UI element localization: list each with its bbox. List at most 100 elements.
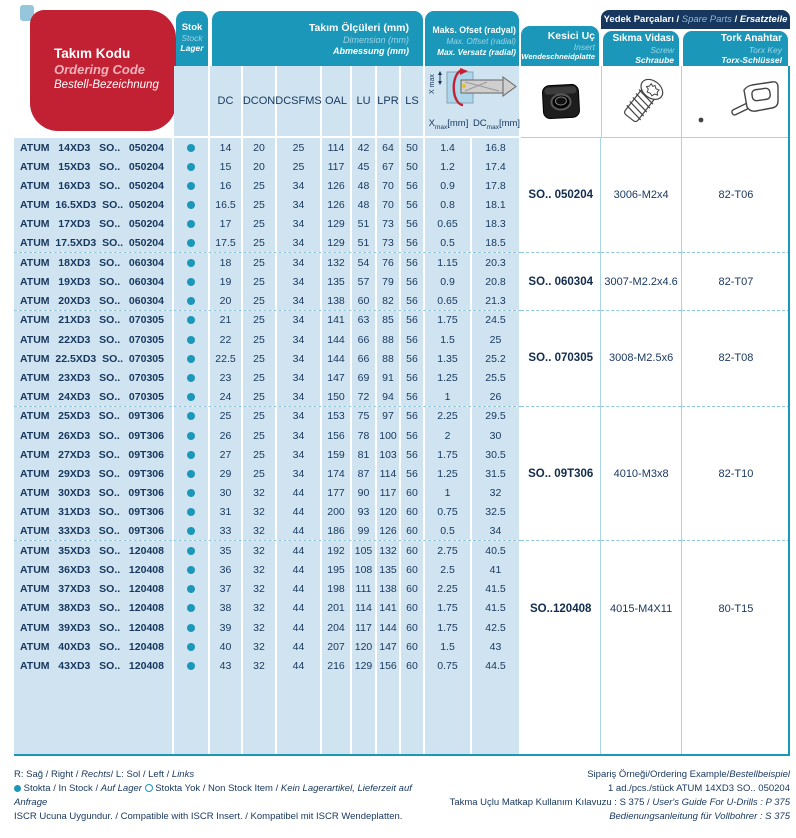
footer-left: R: Sağ / Right / Rechts/ L: Sol / Left /… xyxy=(14,768,444,824)
oal-cell: 192 xyxy=(322,541,352,561)
table-row: ATUM 22XD3 SO.. 070305 22 25 34 144 66 88 56 1.5 25 xyxy=(14,330,521,350)
ordering-code-title-en: Ordering Code xyxy=(54,62,146,77)
lpr-cell: 73 xyxy=(377,234,401,253)
dcsfms-cell: 44 xyxy=(277,483,322,503)
insert-icon-cell xyxy=(521,66,601,138)
tool-code-cell: ATUM 23XD3 SO.. 070305 xyxy=(14,368,174,388)
stock-dot-icon xyxy=(187,662,195,671)
stock-dot-icon xyxy=(187,566,195,575)
empty-cell xyxy=(377,675,401,754)
users-guide-de: Bedienungsanleitung für Vollbohrer : S 3… xyxy=(609,811,790,822)
table-row: ATUM 20XD3 SO.. 060304 20 25 34 138 60 82 56 0.65 21… xyxy=(14,291,521,311)
xmax-cell: 1.75 xyxy=(425,618,472,638)
dcsfms-cell: 34 xyxy=(277,387,322,406)
ordering-code-header: Takım Kodu Ordering Code Bestell-Bezeich… xyxy=(30,10,176,131)
oal-cell: 126 xyxy=(322,176,352,196)
oal-cell: 153 xyxy=(322,406,352,427)
torx-key-icon xyxy=(698,80,779,122)
lpr-cell: 73 xyxy=(377,214,401,235)
oal-cell: 150 xyxy=(322,387,352,406)
lu-cell: 117 xyxy=(352,618,377,638)
tool-code-cell: ATUM 22.5XD3 SO.. 070305 xyxy=(14,349,174,369)
insert-icon xyxy=(541,83,580,119)
dcmax-cell: 43 xyxy=(472,637,521,657)
dcmax-cell: 26 xyxy=(472,387,521,406)
stock-cell xyxy=(174,330,210,350)
dcsfms-cell: 34 xyxy=(277,272,322,292)
users-guide: Takma Uçlu Matkap Kullanım Kılavuzu : S … xyxy=(449,797,790,808)
tool-code-cell: ATUM 22XD3 SO.. 070305 xyxy=(14,330,174,350)
table-row: ATUM 14XD3 SO.. 050204 14 20 25 114 42 64 50 1.4 16.… xyxy=(14,138,521,158)
ordering-code-title-de: Bestell-Bezeichnung xyxy=(54,79,159,91)
tool-code-cell: ATUM 19XD3 SO.. 060304 xyxy=(14,272,174,292)
insert-group-cell: SO.. 09T306 xyxy=(521,407,601,542)
dc-cell: 19 xyxy=(210,272,243,292)
dcsfms-cell: 34 xyxy=(277,464,322,484)
table-row: ATUM 37XD3 SO.. 120408 37 32 44 198 111 138 60 2.25… xyxy=(14,579,521,599)
stock-dot-icon xyxy=(187,182,195,190)
insert-header: Kesici Uç Insert Wendeschneidplatte xyxy=(521,26,599,66)
oal-cell: 117 xyxy=(322,157,352,177)
rows-column: ATUM 14XD3 SO.. 050204 14 20 25 114 42 64 50 1.4 16.… xyxy=(14,138,521,754)
stock-cell xyxy=(174,598,210,619)
insert-group-column: SO.. 050204 SO.. 060304 SO.. 070305 SO.. 09… xyxy=(521,138,601,754)
dcsfms-cell: 44 xyxy=(277,598,322,619)
lu-cell: 63 xyxy=(352,310,377,331)
dcsfms-cell: 44 xyxy=(277,560,322,580)
dcsfms-cell: 34 xyxy=(277,176,322,196)
dcon-cell: 25 xyxy=(243,291,277,310)
dimensions-label-en: Dimension (mm) xyxy=(342,35,409,45)
dc-cell: 39 xyxy=(210,618,243,638)
dcsfms-cell: 44 xyxy=(277,522,322,541)
stock-cell xyxy=(174,157,210,177)
dimensions-header: Takım Ölçüleri (mm) Dimension (mm) Abmes… xyxy=(212,11,423,66)
stock-dot-icon xyxy=(187,527,195,536)
dc-cell: 22 xyxy=(210,330,243,350)
dc-cell: 17.5 xyxy=(210,234,243,253)
screw-icon-cell xyxy=(601,66,681,138)
dcmax-cell: 32 xyxy=(472,483,521,503)
dcmax-cell: 24.5 xyxy=(472,310,521,331)
dcmax-cell: 25 xyxy=(472,330,521,350)
xmax-cell: 0.5 xyxy=(425,234,472,253)
lpr-cell: 141 xyxy=(377,598,401,619)
ls-cell: 60 xyxy=(401,618,425,638)
dcmax-cell: 18.3 xyxy=(472,214,521,235)
max-offset-header: Maks. Ofset (radyal) Max. Offset (radial… xyxy=(425,11,519,66)
tool-code-cell: ATUM 25XD3 SO.. 09T306 xyxy=(14,406,174,427)
dcsfms-cell: 34 xyxy=(277,253,322,273)
dcmax-cell: 25.5 xyxy=(472,368,521,388)
col-label-ls: LS xyxy=(401,66,425,138)
dc-cell: 16.5 xyxy=(210,195,243,215)
empty-cell xyxy=(243,675,277,754)
non-stock-dot-icon xyxy=(144,784,153,792)
ls-cell: 56 xyxy=(401,176,425,196)
insert-group-cell: SO.. 060304 xyxy=(521,253,601,311)
ls-cell: 56 xyxy=(401,387,425,406)
dcon-cell: 25 xyxy=(243,426,277,446)
stock-dot-icon xyxy=(187,316,195,325)
dcsfms-cell: 25 xyxy=(277,138,322,158)
legend-stock: Stokta / In Stock / Auf Lager Stokta Yok… xyxy=(14,783,412,808)
stock-cell xyxy=(174,502,210,523)
dcsfms-cell: 44 xyxy=(277,541,322,561)
lpr-cell: 97 xyxy=(377,406,401,427)
oal-cell: 144 xyxy=(322,330,352,350)
ls-cell: 60 xyxy=(401,656,425,676)
ls-cell: 56 xyxy=(401,368,425,388)
lu-cell: 93 xyxy=(352,502,377,523)
dcmax-cell: 41.5 xyxy=(472,598,521,619)
empty-cell xyxy=(210,675,243,754)
table-row: ATUM 36XD3 SO.. 120408 36 32 44 195 108 135 60 2.5 4… xyxy=(14,560,521,580)
dcon-cell: 32 xyxy=(243,560,277,580)
ls-cell: 56 xyxy=(401,253,425,273)
dcsfms-cell: 34 xyxy=(277,349,322,369)
tool-code-cell: ATUM 14XD3 SO.. 050204 xyxy=(14,138,174,158)
lu-cell: 111 xyxy=(352,579,377,599)
table-row: ATUM 39XD3 SO.. 120408 39 32 44 204 117 144 60 1.75… xyxy=(14,618,521,638)
xmax-cell: 1.75 xyxy=(425,310,472,331)
oal-cell: 114 xyxy=(322,138,352,158)
ordering-code-title-tr: Takım Kodu xyxy=(54,46,131,61)
oal-cell: 207 xyxy=(322,637,352,657)
col-label-lu: LU xyxy=(352,66,377,138)
